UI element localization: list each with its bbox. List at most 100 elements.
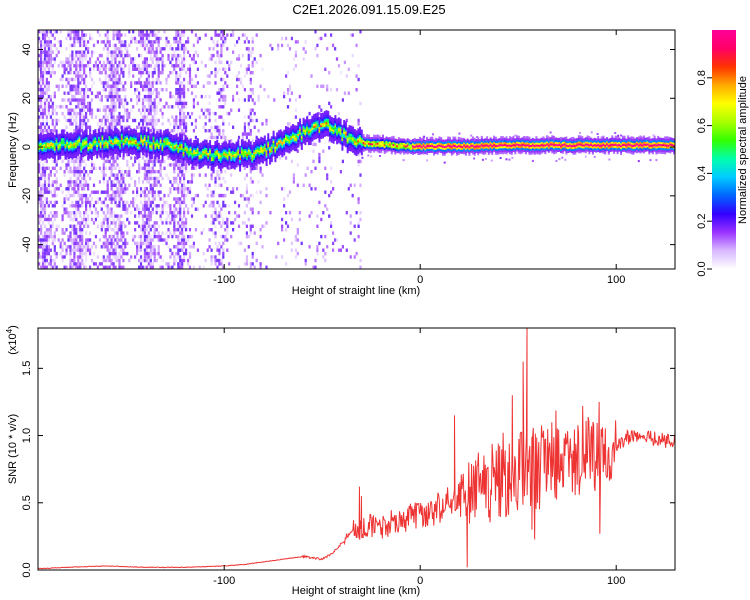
noise-cell bbox=[196, 53, 199, 58]
noise-cell bbox=[349, 221, 352, 225]
ridge-cell bbox=[50, 141, 53, 144]
noise-cell bbox=[110, 101, 113, 106]
noise-cell bbox=[75, 115, 78, 119]
noise-cell bbox=[81, 118, 84, 123]
noise-cell bbox=[341, 159, 344, 164]
noise-cell bbox=[145, 57, 148, 61]
noise-cell bbox=[330, 88, 333, 92]
ridge-cell bbox=[184, 134, 187, 138]
ridge-cell bbox=[159, 129, 162, 132]
noise-cell bbox=[65, 187, 68, 191]
noise-cell bbox=[89, 251, 92, 256]
ridge-cell bbox=[180, 147, 183, 150]
noise-cell bbox=[81, 43, 84, 48]
noise-cell bbox=[41, 248, 45, 252]
ridge-cell bbox=[50, 153, 53, 156]
ridge-cell bbox=[143, 126, 146, 130]
noise-cell bbox=[114, 238, 117, 242]
ridge-cell bbox=[135, 139, 137, 142]
noise-cell bbox=[147, 152, 150, 157]
ridge-cell bbox=[198, 166, 201, 170]
noise-cell bbox=[118, 183, 121, 187]
noise-cell bbox=[132, 197, 135, 201]
ridge-cell bbox=[163, 138, 166, 141]
ridge-cell bbox=[142, 133, 145, 136]
noise-cell bbox=[194, 207, 197, 211]
ridge-cell bbox=[184, 148, 187, 151]
noise-cell bbox=[241, 221, 244, 225]
ridge-cell bbox=[147, 144, 150, 148]
ridge-cell bbox=[198, 145, 201, 148]
ridge-cell bbox=[136, 148, 139, 151]
ridge-cell bbox=[106, 136, 109, 139]
ridge-cell bbox=[195, 145, 197, 149]
noise-cell bbox=[85, 27, 87, 30]
ridge-cell bbox=[50, 149, 53, 152]
ridge-cell bbox=[214, 164, 217, 167]
noise-cell bbox=[212, 200, 215, 205]
noise-cell bbox=[214, 258, 217, 263]
noise-cell bbox=[136, 248, 139, 252]
noise-cell bbox=[175, 180, 178, 184]
noise-cell bbox=[87, 224, 90, 228]
ridge-cell bbox=[182, 147, 185, 151]
ridge-cell bbox=[68, 143, 70, 146]
ridge-cell bbox=[207, 164, 210, 167]
noise-cell bbox=[108, 258, 111, 263]
ridge-cell bbox=[166, 144, 169, 147]
noise-cell bbox=[173, 187, 176, 191]
ridge-cell bbox=[135, 151, 137, 154]
noise-cell bbox=[175, 57, 178, 61]
noise-cell bbox=[104, 67, 107, 71]
noise-cell bbox=[177, 53, 180, 58]
ridge-cell bbox=[38, 139, 40, 143]
noise-cell bbox=[214, 211, 217, 215]
noise-cell bbox=[112, 173, 115, 177]
ridge-cell bbox=[128, 151, 130, 155]
noise-cell bbox=[92, 190, 96, 194]
noise-cell bbox=[332, 231, 335, 235]
noise-cell bbox=[157, 30, 160, 34]
noise-cell bbox=[77, 234, 80, 239]
noise-cell bbox=[181, 159, 184, 164]
noise-cell bbox=[112, 43, 115, 48]
ridge-cell bbox=[99, 135, 102, 139]
noise-cell bbox=[155, 118, 158, 123]
ridge-cell bbox=[184, 150, 187, 153]
noise-cell bbox=[175, 101, 178, 106]
ridge-cell bbox=[92, 137, 95, 141]
noise-cell bbox=[81, 122, 84, 126]
noise-cell bbox=[163, 193, 166, 198]
ridge-cell bbox=[103, 147, 106, 151]
noise-cell bbox=[155, 170, 158, 174]
noise-cell bbox=[181, 258, 184, 263]
ridge-cell bbox=[101, 131, 104, 134]
noise-cell bbox=[65, 163, 68, 167]
ridge-cell bbox=[99, 141, 102, 145]
noise-cell bbox=[173, 129, 176, 133]
ridge-cell bbox=[71, 151, 74, 154]
noise-cell bbox=[134, 221, 137, 225]
noise-cell bbox=[130, 108, 133, 112]
noise-cell bbox=[177, 88, 180, 92]
noise-cell bbox=[145, 187, 148, 191]
noise-cell bbox=[47, 248, 50, 252]
ridge-cell bbox=[76, 143, 79, 146]
noise-cell bbox=[53, 245, 56, 249]
noise-cell bbox=[81, 217, 84, 222]
ridge-cell bbox=[182, 149, 185, 153]
noise-cell bbox=[92, 221, 96, 225]
ridge-cell bbox=[209, 144, 212, 147]
ridge-cell bbox=[48, 133, 51, 136]
ridge-cell bbox=[184, 158, 187, 161]
noise-cell bbox=[51, 258, 54, 263]
noise-cell bbox=[100, 53, 103, 58]
noise-cell bbox=[75, 77, 78, 82]
noise-cell bbox=[259, 166, 262, 170]
noise-cell bbox=[96, 91, 99, 95]
noise-cell bbox=[77, 255, 80, 259]
noise-cell bbox=[116, 231, 119, 235]
noise-cell bbox=[228, 122, 231, 126]
noise-cell bbox=[283, 94, 286, 99]
noise-cell bbox=[106, 258, 109, 263]
